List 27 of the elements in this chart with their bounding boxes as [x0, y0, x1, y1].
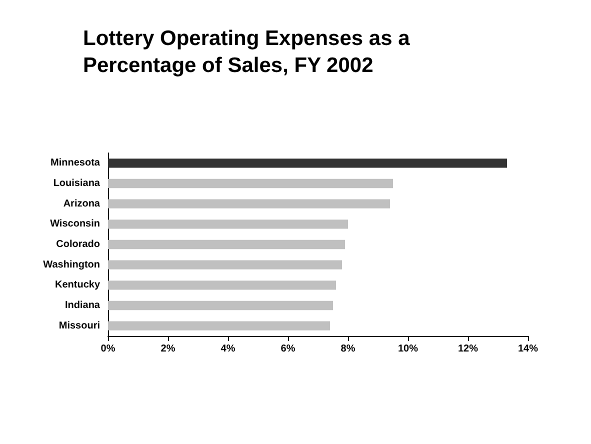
- y-tick-label: Louisiana: [53, 178, 100, 189]
- x-tick-label: 12%: [458, 344, 478, 354]
- x-tick-label: 8%: [340, 344, 356, 354]
- bar: [108, 240, 345, 250]
- y-tick-label: Arizona: [63, 198, 100, 210]
- y-tick-label: Wisconsin: [50, 218, 100, 230]
- y-tick-label: Minnesota: [50, 158, 100, 169]
- bar: [108, 158, 507, 168]
- bar: [108, 280, 336, 290]
- bar: [108, 321, 330, 330]
- x-tick-label: 2%: [160, 344, 176, 354]
- bar: [108, 220, 348, 229]
- x-tick-label: 4%: [220, 344, 236, 354]
- bar: [108, 300, 333, 310]
- x-tick-label: 6%: [280, 344, 296, 354]
- bar: [108, 260, 342, 270]
- y-tick-label: Washington: [43, 259, 100, 270]
- bar: [108, 178, 393, 188]
- x-tick-label: 14%: [518, 344, 538, 354]
- bar: [108, 199, 390, 208]
- chart-title: Lottery Operating Expenses as a Percentage of Sales, FY 2002: [83, 27, 416, 77]
- y-tick-label: Missouri: [58, 320, 100, 332]
- y-tick-label: Indiana: [64, 300, 100, 311]
- y-tick-label: Kentucky: [54, 280, 100, 291]
- y-tick-label: Colorado: [56, 239, 100, 250]
- x-tick-label: 10%: [398, 344, 418, 354]
- x-tick-label: 0%: [100, 344, 116, 354]
